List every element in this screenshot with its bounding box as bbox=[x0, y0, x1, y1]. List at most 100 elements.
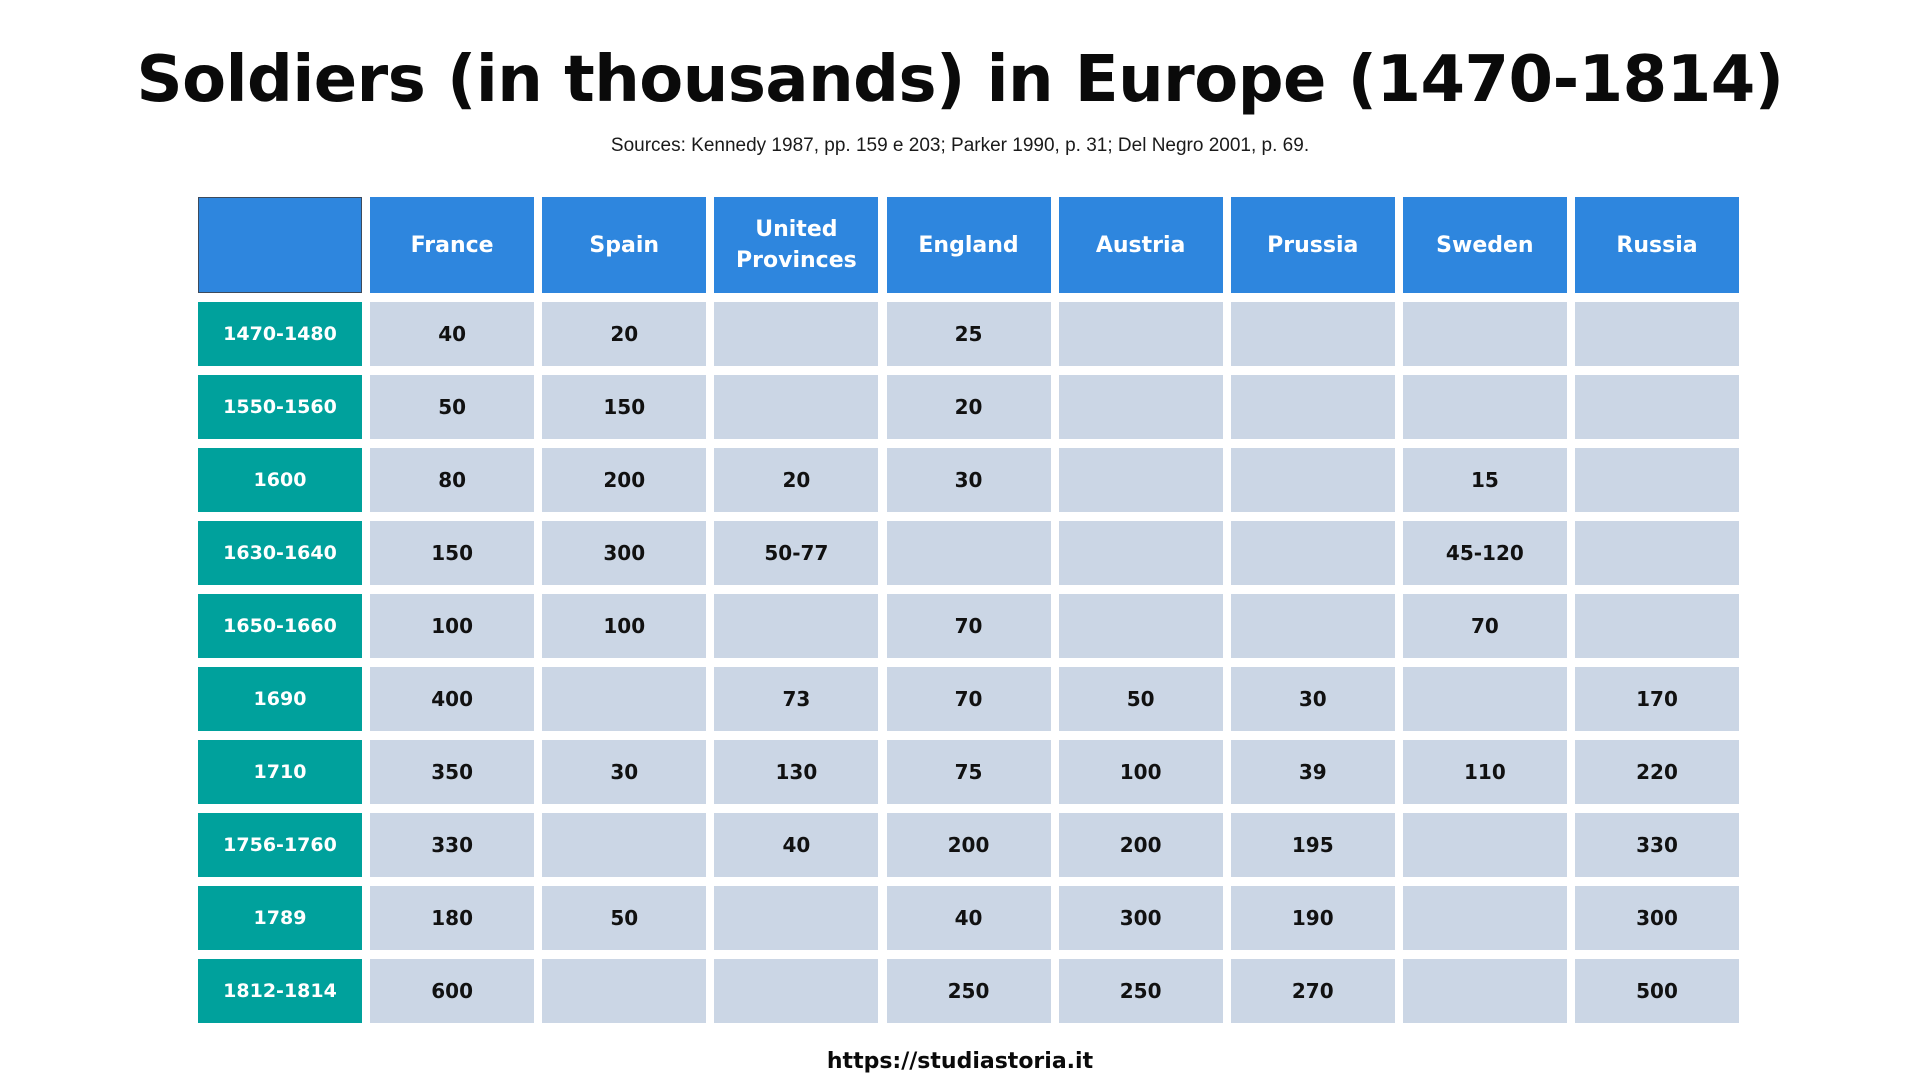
column-header: Sweden bbox=[1402, 197, 1567, 293]
table-cell: 50 bbox=[370, 375, 535, 439]
column-header: Austria bbox=[1058, 197, 1223, 293]
table-cell bbox=[542, 667, 707, 731]
table-cell: 250 bbox=[886, 959, 1051, 1023]
table-cell: 100 bbox=[1058, 740, 1223, 804]
table-cell: 40 bbox=[714, 813, 879, 877]
footer-url: https://studiastoria.it bbox=[826, 1049, 1094, 1074]
table-cell: 300 bbox=[1575, 886, 1739, 950]
table-cell: 250 bbox=[1058, 959, 1223, 1023]
table-cell bbox=[1575, 448, 1739, 512]
table-cell: 30 bbox=[542, 740, 707, 804]
table-cell: 20 bbox=[542, 302, 707, 366]
table-cell: 350 bbox=[370, 740, 535, 804]
table-cell: 195 bbox=[1230, 813, 1395, 877]
table-cell bbox=[542, 959, 707, 1023]
table-corner-cell bbox=[198, 197, 362, 293]
table-cell: 30 bbox=[886, 448, 1051, 512]
table-cell bbox=[714, 302, 879, 366]
table-cell bbox=[1058, 448, 1223, 512]
table-cell: 75 bbox=[886, 740, 1051, 804]
table-cell bbox=[1402, 302, 1567, 366]
table-cell: 150 bbox=[370, 521, 535, 585]
table-cell bbox=[1230, 375, 1395, 439]
table-cell: 170 bbox=[1575, 667, 1739, 731]
row-header: 1550-1560 bbox=[198, 375, 362, 439]
table-cell: 70 bbox=[1402, 594, 1567, 658]
table-cell: 130 bbox=[714, 740, 879, 804]
table-cell: 73 bbox=[714, 667, 879, 731]
column-header: Spain bbox=[542, 197, 707, 293]
table-cell bbox=[542, 813, 707, 877]
row-header: 1756-1760 bbox=[198, 813, 362, 877]
row-header: 1789 bbox=[198, 886, 362, 950]
table-cell: 50 bbox=[542, 886, 707, 950]
column-header: England bbox=[886, 197, 1051, 293]
table-cell: 100 bbox=[542, 594, 707, 658]
table-cell bbox=[1230, 594, 1395, 658]
column-header: United Provinces bbox=[714, 197, 879, 293]
soldiers-table: France Spain United Provinces England Austri… bbox=[198, 197, 1739, 1023]
table-cell bbox=[1575, 375, 1739, 439]
table-cell: 330 bbox=[370, 813, 535, 877]
table-cell: 30 bbox=[1230, 667, 1395, 731]
table-cell bbox=[1402, 886, 1567, 950]
table-cell: 110 bbox=[1402, 740, 1567, 804]
table-cell bbox=[1575, 302, 1739, 366]
row-header: 1630-1640 bbox=[198, 521, 362, 585]
row-header: 1690 bbox=[198, 667, 362, 731]
table-cell bbox=[886, 521, 1051, 585]
table-cell: 70 bbox=[886, 667, 1051, 731]
page-title: Soldiers (in thousands) in Europe (1470-… bbox=[136, 43, 1785, 117]
table-cell: 39 bbox=[1230, 740, 1395, 804]
table-cell bbox=[1402, 813, 1567, 877]
table-cell bbox=[1575, 594, 1739, 658]
table-cell: 330 bbox=[1575, 813, 1739, 877]
row-header: 1470-1480 bbox=[198, 302, 362, 366]
sources-subtitle: Sources: Kennedy 1987, pp. 159 e 203; Pa… bbox=[610, 135, 1310, 156]
table-cell bbox=[1230, 448, 1395, 512]
table-cell: 600 bbox=[370, 959, 535, 1023]
table-cell: 300 bbox=[542, 521, 707, 585]
table-cell: 20 bbox=[886, 375, 1051, 439]
table-cell bbox=[1058, 521, 1223, 585]
table-cell: 150 bbox=[542, 375, 707, 439]
column-header: France bbox=[370, 197, 535, 293]
table-cell: 200 bbox=[886, 813, 1051, 877]
table-cell bbox=[1402, 667, 1567, 731]
row-header: 1600 bbox=[198, 448, 362, 512]
table-cell bbox=[1058, 302, 1223, 366]
table-cell: 45-120 bbox=[1402, 521, 1567, 585]
table-cell: 200 bbox=[542, 448, 707, 512]
table-cell bbox=[714, 594, 879, 658]
table-cell bbox=[714, 375, 879, 439]
table-cell bbox=[1058, 375, 1223, 439]
table-cell bbox=[714, 886, 879, 950]
row-header: 1710 bbox=[198, 740, 362, 804]
table-cell bbox=[714, 959, 879, 1023]
column-header: Prussia bbox=[1230, 197, 1395, 293]
table-cell bbox=[1402, 375, 1567, 439]
table-cell: 70 bbox=[886, 594, 1051, 658]
table-cell bbox=[1058, 594, 1223, 658]
table-cell bbox=[1402, 959, 1567, 1023]
table-cell: 400 bbox=[370, 667, 535, 731]
column-header: Russia bbox=[1575, 197, 1739, 293]
row-header: 1812-1814 bbox=[198, 959, 362, 1023]
table-cell: 100 bbox=[370, 594, 535, 658]
table-cell: 500 bbox=[1575, 959, 1739, 1023]
table-cell: 15 bbox=[1402, 448, 1567, 512]
table-cell: 190 bbox=[1230, 886, 1395, 950]
table-cell: 180 bbox=[370, 886, 535, 950]
table-cell: 50 bbox=[1058, 667, 1223, 731]
table-cell: 200 bbox=[1058, 813, 1223, 877]
row-header: 1650-1660 bbox=[198, 594, 362, 658]
table-cell: 220 bbox=[1575, 740, 1739, 804]
table-cell: 40 bbox=[886, 886, 1051, 950]
table-cell: 50-77 bbox=[714, 521, 879, 585]
table-cell bbox=[1230, 302, 1395, 366]
table-cell bbox=[1575, 521, 1739, 585]
table-cell: 20 bbox=[714, 448, 879, 512]
table-cell: 25 bbox=[886, 302, 1051, 366]
table-cell: 270 bbox=[1230, 959, 1395, 1023]
table-cell: 40 bbox=[370, 302, 535, 366]
